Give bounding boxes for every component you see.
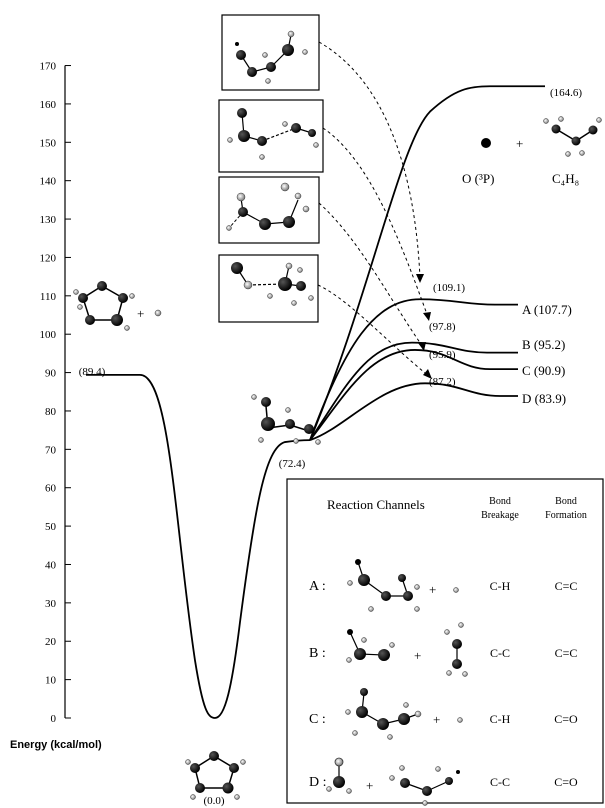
label-ts-b: (97.8)	[429, 321, 456, 333]
y-tick-label: 0	[51, 713, 57, 725]
y-tick-label: 140	[40, 176, 57, 188]
ring-radical-molecule-icon	[73, 281, 135, 331]
y-tick-label: 110	[40, 291, 57, 303]
label-ts-c: (95.9)	[429, 349, 456, 361]
row-c-formation: C=O	[554, 712, 578, 726]
plus-d: +	[366, 778, 373, 793]
oxygen-atom-icon	[481, 138, 491, 148]
y-tick-label: 150	[40, 137, 57, 149]
c4h8-label: C₄H₈	[552, 171, 579, 186]
ts-structure-box-a	[221, 14, 320, 91]
label-minimum: (0.0)	[203, 795, 224, 807]
connector-d	[317, 284, 431, 378]
plus-c: +	[433, 712, 440, 727]
row-b-formation: C=C	[555, 646, 578, 660]
main-energy-curve	[86, 373, 311, 719]
channel-d-formaldehyde-molecule-icon	[326, 757, 352, 794]
y-tick-label: 70	[45, 444, 57, 456]
y-tick-label: 10	[45, 675, 57, 687]
channel-c-h-atom-icon	[457, 717, 463, 723]
plus-b: +	[414, 648, 421, 663]
hydrogen-atom-icon	[154, 309, 162, 317]
col-breakage-line1: Bond	[489, 496, 511, 507]
product-label-d: D (83.9)	[522, 391, 566, 406]
product-label-a: A (107.7)	[522, 302, 572, 317]
ts-structure-box-d	[218, 254, 319, 323]
channel-a-product-molecule-icon	[347, 559, 420, 612]
col-breakage-line2: Breakage	[481, 510, 519, 521]
channel-a-h-atom-icon	[453, 587, 459, 593]
y-tick-label: 80	[45, 406, 57, 418]
channel-curve-b	[309, 341, 518, 441]
reactant-plus-sign: +	[137, 306, 144, 321]
col-formation-line2: Formation	[545, 510, 587, 521]
label-ts-d: (87.2)	[429, 376, 456, 388]
row-d-breakage: C-C	[490, 775, 510, 789]
ts-structure-box-c	[218, 176, 320, 244]
y-tick-label: 170	[40, 61, 57, 73]
connector-arrowheads	[416, 274, 432, 379]
channel-c-product-molecule-icon	[345, 688, 422, 740]
table-title: Reaction Channels	[327, 497, 425, 512]
y-tick-label: 120	[40, 252, 57, 264]
y-tick-label: 60	[45, 483, 57, 495]
o3p-label: O (³P)	[462, 171, 494, 186]
ts-structure-box-b	[218, 99, 324, 173]
connector-c	[318, 202, 424, 348]
channel-curve-d	[309, 382, 518, 441]
channel-d-propyl-molecule-icon	[389, 765, 460, 806]
y-tick-label: 130	[40, 214, 57, 226]
product-label-b: B (95.2)	[522, 337, 565, 352]
channel-curve-c	[309, 349, 518, 441]
row-b-name: B :	[309, 646, 326, 661]
y-tick-label: 30	[45, 598, 57, 610]
y-tick-label: 20	[45, 636, 57, 648]
channel-b-product-molecule-icon	[346, 629, 395, 663]
product-label-c: C (90.9)	[522, 363, 565, 378]
y-tick-label: 160	[40, 99, 57, 111]
reaction-channels-table: Reaction Channels Bond Breakage Bond For…	[286, 478, 604, 806]
channel-curve-a	[309, 298, 518, 441]
plus-a: +	[429, 582, 436, 597]
row-b-breakage: C-C	[490, 646, 510, 660]
open-chain-molecule-icon	[251, 394, 321, 445]
row-c-breakage: C-H	[490, 712, 511, 726]
label-intermediate: (72.4)	[279, 458, 306, 470]
row-a-formation: C=C	[555, 579, 578, 593]
y-tick-label: 90	[45, 368, 57, 380]
row-c-name: C :	[309, 712, 326, 727]
channel-b-ethylene-molecule-icon	[444, 622, 468, 677]
label-reactant: (89.4)	[79, 366, 106, 378]
energy-curves	[86, 85, 545, 719]
dashed-connectors	[317, 41, 431, 378]
col-formation-line1: Bond	[555, 496, 577, 507]
cyclic-minimum-molecule-icon	[185, 751, 246, 800]
y-tick-label: 100	[40, 329, 57, 341]
row-a-breakage: C-H	[490, 579, 511, 593]
row-d-formation: C=O	[554, 775, 578, 789]
row-a-name: A :	[309, 579, 326, 594]
y-axis-title: Energy (kcal/mol)	[10, 739, 102, 751]
curve-o3p-c4h8	[309, 85, 545, 441]
label-ts-a: (109.1)	[433, 282, 465, 294]
butene-molecule-icon	[543, 116, 602, 157]
y-tick-label: 50	[45, 521, 57, 533]
connector-b	[322, 127, 429, 318]
label-o3p-c4h8: (164.6)	[550, 87, 582, 99]
row-d-name: D :	[309, 775, 327, 790]
y-axis: 0 10 20 30 40 50 60 70 80 90 100 110 120 130 140 150 160…	[40, 61, 71, 725]
y-tick-label: 40	[45, 559, 57, 571]
plus-sign: +	[516, 136, 523, 151]
